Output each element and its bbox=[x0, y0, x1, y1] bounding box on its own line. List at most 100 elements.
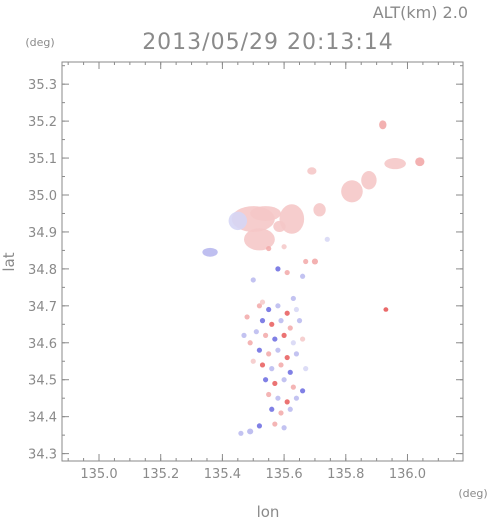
echo-region bbox=[273, 220, 286, 232]
echo-point bbox=[281, 244, 287, 250]
echo-point bbox=[293, 351, 300, 357]
echo-region bbox=[313, 203, 326, 217]
y-tick-label: 35.0 bbox=[28, 189, 57, 204]
echo-point bbox=[275, 347, 281, 353]
echo-region bbox=[307, 167, 317, 175]
x-tick-label: 136.0 bbox=[389, 467, 426, 482]
echo-point bbox=[287, 406, 293, 412]
echo-point bbox=[275, 266, 281, 272]
echo-point bbox=[303, 258, 309, 265]
echo-point bbox=[272, 336, 278, 342]
plot-frame bbox=[61, 61, 464, 462]
echo-point bbox=[284, 399, 290, 405]
y-axis-unit: (deg) bbox=[25, 36, 54, 49]
echo-region bbox=[250, 206, 282, 221]
echo-point bbox=[262, 332, 269, 338]
echo-region bbox=[341, 180, 363, 203]
echo-point bbox=[293, 395, 300, 401]
echo-point bbox=[266, 391, 272, 398]
x-tick-label: 135.2 bbox=[142, 467, 179, 482]
echo-point bbox=[266, 245, 272, 252]
echo-point bbox=[256, 423, 263, 429]
echo-point bbox=[269, 406, 275, 412]
echo-region bbox=[243, 228, 275, 251]
echo-point bbox=[262, 377, 269, 383]
x-axis-label: lon bbox=[257, 503, 280, 521]
y-tick-label: 34.8 bbox=[28, 263, 57, 278]
echo-region bbox=[228, 211, 248, 231]
y-tick-label: 34.3 bbox=[28, 448, 57, 463]
echo-region bbox=[361, 170, 377, 190]
echo-point bbox=[281, 377, 287, 383]
echo-point bbox=[324, 236, 330, 242]
echo-point bbox=[281, 425, 287, 431]
echo-region bbox=[415, 157, 425, 167]
y-tick-label: 34.9 bbox=[28, 226, 57, 241]
echo-point bbox=[284, 354, 290, 361]
echo-point bbox=[290, 384, 296, 390]
echo-region bbox=[379, 120, 387, 130]
echo-point bbox=[300, 273, 306, 279]
echo-region bbox=[311, 258, 319, 265]
echo-point bbox=[241, 332, 247, 338]
echo-region bbox=[383, 307, 389, 312]
echo-point bbox=[250, 277, 256, 283]
echo-region bbox=[247, 428, 254, 435]
echo-point bbox=[247, 340, 253, 346]
echo-point bbox=[272, 421, 278, 427]
echo-point bbox=[244, 314, 250, 320]
x-axis-unit: (deg) bbox=[458, 487, 487, 500]
echo-point bbox=[256, 347, 263, 353]
x-tick-label: 135.6 bbox=[265, 467, 302, 482]
echo-point bbox=[281, 332, 287, 338]
y-tick-label: 34.7 bbox=[28, 300, 57, 315]
echo-point bbox=[278, 318, 284, 324]
echo-point bbox=[278, 362, 284, 368]
x-axis-ticks: 135.0 135.2 135.4 135.6 135.8 136.0 bbox=[67, 62, 455, 482]
echo-point bbox=[290, 340, 296, 346]
echo-point bbox=[275, 303, 281, 309]
echo-point bbox=[284, 269, 290, 276]
echo-point bbox=[259, 362, 266, 368]
echo-point bbox=[269, 321, 275, 327]
y-tick-label: 34.6 bbox=[28, 337, 57, 352]
y-axis-ticks: 34.3 34.4 34.5 34.6 34.7 34.8 34.9 35.0 35.1 35.2… bbox=[28, 65, 463, 463]
echo-point bbox=[278, 410, 284, 416]
y-tick-label: 34.5 bbox=[28, 374, 57, 389]
echo-point bbox=[238, 430, 244, 436]
altitude-label: ALT(km) 2.0 bbox=[373, 3, 468, 22]
echo-point bbox=[269, 366, 275, 372]
y-tick-label: 35.2 bbox=[28, 115, 57, 130]
y-tick-label: 35.1 bbox=[28, 152, 57, 167]
echo-point bbox=[275, 395, 281, 401]
echo-point bbox=[300, 388, 306, 394]
y-axis-label: lat bbox=[0, 252, 18, 271]
echo-point bbox=[287, 369, 293, 375]
echo-point bbox=[296, 318, 303, 324]
echo-point bbox=[266, 306, 272, 313]
echo-point bbox=[250, 358, 256, 364]
chart-datetime: 2013/05/29 20:13:14 bbox=[142, 30, 394, 55]
echo-region bbox=[202, 247, 218, 257]
y-tick-label: 35.3 bbox=[28, 78, 57, 93]
echo-point bbox=[284, 310, 290, 316]
echo-point bbox=[259, 299, 266, 305]
echo-point bbox=[287, 325, 293, 331]
x-tick-label: 135.8 bbox=[327, 467, 364, 482]
data-layer bbox=[202, 120, 425, 436]
echo-point bbox=[259, 318, 266, 324]
x-tick-label: 135.4 bbox=[204, 467, 241, 482]
echo-point bbox=[256, 303, 263, 309]
echo-point bbox=[253, 329, 259, 335]
echo-point bbox=[290, 295, 296, 302]
y-tick-label: 34.4 bbox=[28, 411, 57, 426]
echo-point bbox=[293, 306, 300, 313]
echo-point bbox=[300, 336, 306, 342]
x-tick-label: 135.0 bbox=[80, 467, 117, 482]
echo-point bbox=[303, 366, 309, 372]
echo-point bbox=[272, 380, 278, 387]
echo-point bbox=[266, 351, 272, 357]
echo-region bbox=[384, 158, 406, 170]
